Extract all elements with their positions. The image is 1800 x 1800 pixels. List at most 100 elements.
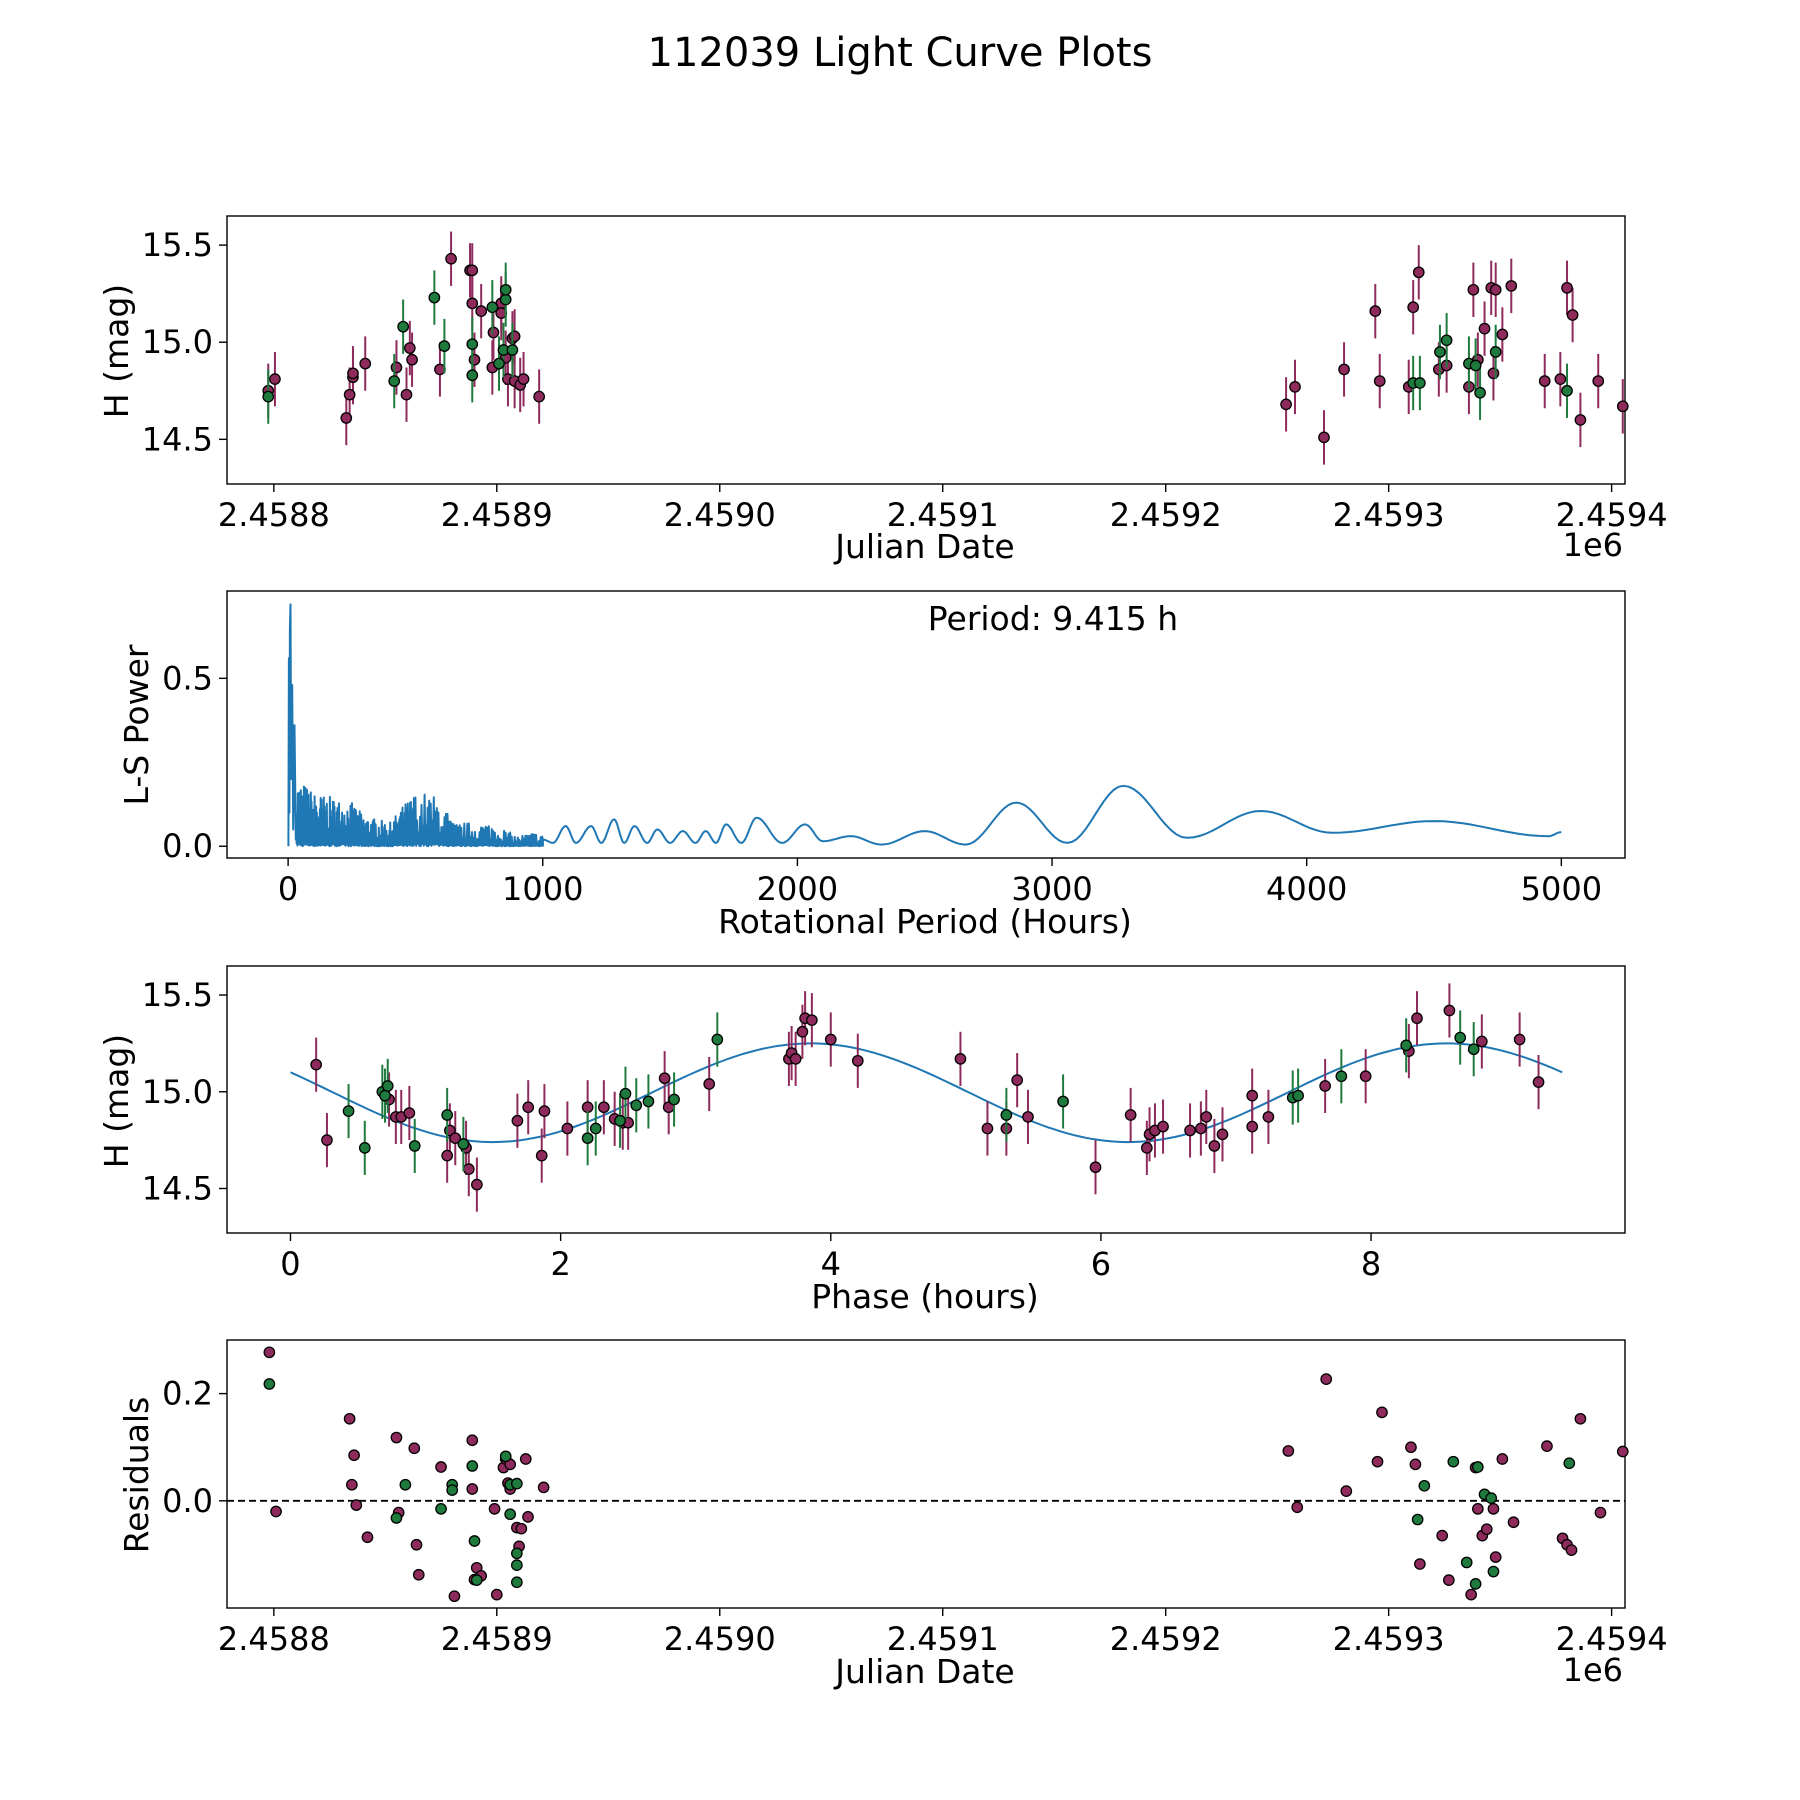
plot-frame xyxy=(226,965,1626,1234)
x-tick-label: 2.4589 xyxy=(441,496,553,534)
green-point xyxy=(1000,1109,1013,1121)
green-point xyxy=(486,301,499,314)
magenta-point xyxy=(533,390,546,403)
green-point xyxy=(1414,377,1426,389)
magenta-point xyxy=(359,357,372,370)
magenta-point xyxy=(1489,1551,1502,1563)
y-tick-label: 15.5 xyxy=(142,976,213,1014)
green-point xyxy=(1447,1455,1460,1468)
magenta-point xyxy=(1478,322,1491,335)
figure-title: 112039 Light Curve Plots xyxy=(648,30,1153,76)
magenta-point xyxy=(408,1442,421,1455)
x-tick-label: 6 xyxy=(1091,1245,1111,1283)
green-point xyxy=(1411,1513,1424,1526)
lightcurve-xlabel: Julian Date xyxy=(833,527,1015,566)
magenta-point xyxy=(806,1014,818,1027)
green-point xyxy=(1400,1039,1413,1052)
y-tick-label: 15.0 xyxy=(142,1073,213,1111)
y-tick-label: 14.5 xyxy=(142,420,213,458)
magenta-point xyxy=(1532,1076,1545,1088)
green-point xyxy=(1469,1578,1482,1590)
magenta-point xyxy=(1443,1004,1456,1017)
green-point xyxy=(1467,1043,1480,1056)
magenta-point xyxy=(789,1053,802,1065)
magenta-point xyxy=(462,1163,475,1176)
magenta-point xyxy=(1291,1501,1304,1514)
magenta-point xyxy=(1541,1440,1553,1452)
magenta-point xyxy=(1157,1120,1169,1133)
magenta-point xyxy=(1475,1035,1488,1048)
magenta-point xyxy=(310,1058,322,1071)
magenta-point xyxy=(403,1107,416,1119)
green-point xyxy=(642,1095,655,1108)
magenta-point xyxy=(412,1568,425,1581)
green-point xyxy=(466,1460,479,1472)
green-point xyxy=(390,1512,403,1524)
magenta-point xyxy=(348,1449,360,1462)
panel-phased: Phase (hours) H (mag) 0 2 4 6 8 14.5 15.0 15.5 xyxy=(97,965,1626,1316)
x-tick-label: 8 xyxy=(1361,1245,1381,1283)
magenta-point xyxy=(824,1033,837,1046)
magenta-point xyxy=(390,361,403,374)
green-point xyxy=(499,1450,512,1463)
magenta-point xyxy=(448,1590,461,1603)
magenta-point xyxy=(1616,400,1629,413)
green-point xyxy=(397,320,409,333)
magenta-point xyxy=(522,1511,534,1523)
magenta-point xyxy=(1184,1124,1196,1137)
green-point xyxy=(379,1089,391,1102)
magenta-point xyxy=(466,264,479,277)
magenta-point xyxy=(1208,1140,1221,1152)
green-point xyxy=(263,1378,276,1390)
green-point xyxy=(589,1122,602,1135)
magenta-point xyxy=(1246,1089,1259,1102)
magenta-point xyxy=(475,305,488,318)
magenta-point xyxy=(1480,1523,1493,1536)
x-tick-label: 2.4593 xyxy=(1333,1620,1445,1658)
green-point xyxy=(1335,1070,1348,1083)
x-tick-label: 3000 xyxy=(1011,870,1092,908)
magenta-point xyxy=(1561,282,1573,294)
x-tick-label: 2.4590 xyxy=(664,1620,776,1658)
magenta-point xyxy=(441,1149,454,1162)
magenta-point xyxy=(1011,1074,1024,1087)
magenta-point xyxy=(1592,375,1605,387)
magenta-point xyxy=(1089,1161,1102,1174)
magenta-point xyxy=(1538,375,1551,387)
magenta-point xyxy=(445,252,457,265)
green-point xyxy=(1434,346,1446,358)
y-tick-label: 15.0 xyxy=(142,323,213,361)
x-tick-label: 2000 xyxy=(757,870,838,908)
green-point xyxy=(630,1099,643,1112)
green-point xyxy=(499,293,512,306)
magenta-point xyxy=(1505,280,1518,292)
phased-ylabel: H (mag) xyxy=(97,1034,136,1168)
green-point xyxy=(1460,1556,1473,1569)
magenta-point xyxy=(468,353,481,366)
x-tick-label: 4000 xyxy=(1266,870,1347,908)
magenta-point xyxy=(1409,1458,1422,1471)
magenta-point xyxy=(343,388,356,401)
magenta-point xyxy=(561,1122,574,1135)
magenta-point xyxy=(1262,1111,1275,1123)
green-point xyxy=(441,1109,454,1121)
magenta-point xyxy=(1338,363,1350,376)
green-point xyxy=(506,344,519,356)
magenta-point xyxy=(1124,1109,1137,1121)
magenta-point xyxy=(1496,1453,1509,1465)
green-point xyxy=(1469,359,1482,372)
period-annotation: Period: 9.415 h xyxy=(928,599,1178,638)
lightcurve-ylabel: H (mag) xyxy=(97,284,136,418)
x-tick-label: 2.4593 xyxy=(1333,496,1445,534)
x-tick-label: 0 xyxy=(278,870,298,908)
x-tick-label: 2.4591 xyxy=(887,1620,999,1658)
green-point xyxy=(446,1484,459,1496)
panel-periodogram: Rotational Period (Hours) L-S Power Peri… xyxy=(117,590,1626,941)
magenta-point xyxy=(1200,1111,1213,1123)
green-point xyxy=(466,369,479,382)
magenta-point xyxy=(471,1178,483,1191)
green-point xyxy=(511,1576,523,1589)
x-tick-label: 2.4594 xyxy=(1556,496,1668,534)
periodogram-ylabel: L-S Power xyxy=(117,644,156,805)
periodogram-xlabel: Rotational Period (Hours) xyxy=(718,902,1132,941)
